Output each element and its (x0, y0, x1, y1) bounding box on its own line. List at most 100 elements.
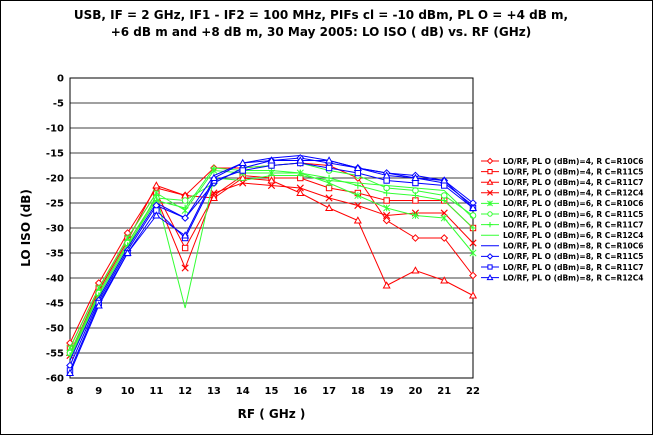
data-point (382, 216, 391, 225)
data-point (267, 181, 276, 190)
data-point (486, 273, 494, 281)
data-point (123, 248, 132, 257)
data-point (210, 189, 218, 197)
data-point (383, 177, 390, 184)
legend-item: LO/RF, PL O (dBm)=8, R C=R10C6 (481, 242, 643, 251)
data-point (353, 163, 362, 172)
data-point (94, 301, 103, 309)
y-axis-label: LO ISO (dB) (19, 189, 33, 267)
legend-label: LO/RF, PL O (dBm)=4, R C=R11C5 (503, 167, 643, 176)
data-point (411, 266, 420, 274)
series-line (69, 177, 474, 354)
data-point (296, 188, 305, 197)
data-point (383, 204, 391, 212)
data-point (181, 244, 189, 252)
x-tick-label: 11 (149, 386, 163, 397)
data-point (486, 178, 494, 185)
data-point (296, 156, 305, 164)
data-point (354, 201, 362, 210)
series-group (65, 154, 478, 377)
legend-item: LO/RF, PL O (dBm)=4, R C=R10C6 (481, 157, 643, 166)
legend-item: LO/RF, PL O (dBm)=8, R C=R11C7 (481, 263, 643, 272)
data-point (487, 211, 493, 217)
data-point (181, 204, 189, 212)
legend-label: LO/RF, PL O (dBm)=4, R C=R12C4 (503, 189, 643, 198)
x-tick-label: 12 (178, 386, 192, 397)
y-tick-label: -40 (46, 274, 64, 285)
legend-label: LO/RF, PL O (dBm)=4, R C=R10C6 (503, 157, 643, 166)
chart-title-line-1: USB, IF = 2 GHz, IF1 - IF2 = 100 MHz, PI… (73, 8, 569, 22)
y-tick-label: -60 (46, 374, 64, 385)
y-tick-label: -25 (46, 199, 64, 210)
data-point (181, 214, 190, 222)
data-point (441, 182, 448, 189)
data-point (487, 264, 493, 270)
data-point (469, 249, 477, 257)
x-tick-label: 20 (408, 386, 422, 397)
data-point (65, 368, 75, 377)
data-point (411, 234, 420, 242)
data-point (382, 281, 391, 289)
data-point (441, 197, 448, 204)
data-point (268, 162, 275, 169)
x-tick-label: 14 (236, 386, 250, 397)
data-point (412, 179, 419, 187)
series-5 (66, 166, 477, 352)
data-point (239, 167, 246, 174)
data-point (486, 157, 494, 165)
data-point (411, 211, 419, 220)
x-tick-label: 15 (265, 386, 279, 397)
x-tick-label: 22 (466, 386, 480, 397)
legend-label: LO/RF, PL O (dBm)=8, R C=R12C4 (503, 273, 643, 282)
legend-label: LO/RF, PL O (dBm)=8, R C=R11C5 (503, 252, 643, 261)
data-point (487, 222, 493, 228)
y-tick-label: -20 (46, 174, 64, 185)
legend-label: LO/RF, PL O (dBm)=4, R C=R11C7 (503, 178, 643, 187)
legend-item: LO/RF, PL O (dBm)=6, R C=R10C6 (481, 199, 643, 208)
legend-item: LO/RF, PL O (dBm)=4, R C=R11C5 (481, 167, 643, 176)
data-point (382, 171, 391, 179)
y-tick-label: -45 (46, 299, 64, 310)
legend-label: LO/RF, PL O (dBm)=8, R C=R10C6 (503, 242, 643, 251)
x-tick-label: 10 (121, 386, 135, 397)
series-8 (69, 175, 474, 359)
legend-item: LO/RF, PL O (dBm)=8, R C=R11C5 (481, 252, 643, 261)
data-point (487, 189, 493, 196)
series-line (69, 169, 474, 349)
series-12 (65, 156, 478, 377)
data-point (181, 231, 190, 239)
data-point (487, 169, 493, 175)
data-point (325, 164, 333, 172)
data-point (383, 197, 390, 204)
x-tick-label: 19 (380, 386, 394, 397)
series-line (69, 162, 474, 371)
chart-title: USB, IF = 2 GHz, IF1 - IF2 = 100 MHz, PI… (41, 7, 601, 41)
x-tick-labels: 8 9 10 11 12 13 14 15 16 17 18 19 20 21 22 (67, 386, 480, 397)
y-tick-label: -15 (46, 149, 64, 160)
series-7 (66, 164, 477, 359)
y-tick-label: -30 (46, 224, 64, 235)
data-point (469, 224, 477, 232)
legend-label: LO/RF, PL O (dBm)=6, R C=R11C5 (503, 210, 643, 219)
y-tick-labels: 0 -5 -10 -15 -20 -25 -30 -35 -40 -45 -50 -55 -60 (46, 74, 64, 385)
y-tick-label: 0 (57, 74, 64, 85)
legend-label: LO/RF, PL O (dBm)=6, R C=R11C7 (503, 220, 643, 229)
x-tick-label: 9 (95, 386, 102, 397)
data-point (440, 214, 448, 222)
legend-item: LO/RF, PL O (dBm)=4, R C=R12C4 (481, 189, 643, 198)
x-tick-label: 21 (437, 386, 451, 397)
legend-item: LO/RF, PL O (dBm)=6, R C=R11C7 (481, 220, 643, 229)
series-line (69, 175, 474, 359)
x-tick-label: 13 (207, 386, 221, 397)
data-point (468, 203, 478, 212)
y-tick-label: -10 (46, 124, 64, 135)
data-point (353, 216, 362, 224)
data-point (468, 291, 478, 299)
series-6 (66, 159, 477, 357)
data-point (486, 253, 494, 260)
data-point (440, 276, 449, 284)
data-point (325, 203, 334, 212)
